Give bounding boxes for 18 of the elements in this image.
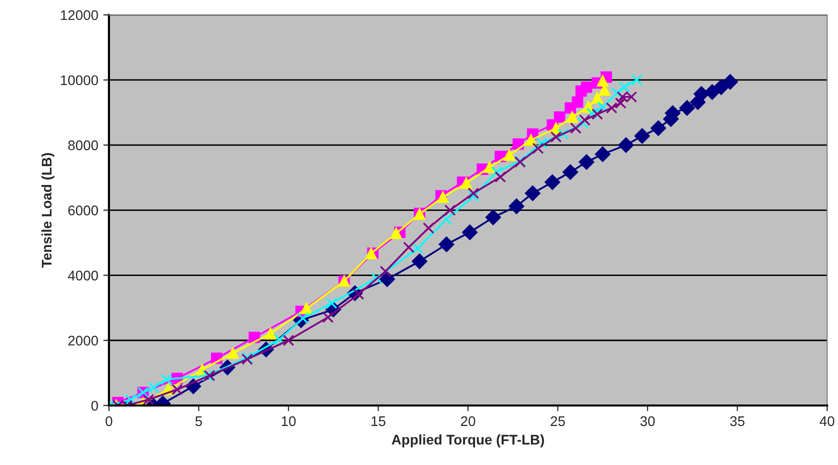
x-tick-label: 40: [820, 416, 834, 426]
x-tick-label: 20: [461, 416, 476, 426]
x-tick-label: 25: [550, 416, 565, 426]
x-tick-label: 5: [195, 416, 202, 426]
x-tick-label: 15: [372, 416, 386, 426]
y-tick-label: 10000: [60, 75, 98, 86]
x-tick-label: 35: [730, 416, 744, 426]
x-tick-label: 10: [282, 416, 296, 426]
y-axis-title: Tensile Load (LB): [41, 153, 54, 268]
x-axis-title: Applied Torque (FT-LB): [392, 434, 544, 448]
y-tick-label: 12000: [60, 10, 98, 20]
x-tick-label: 30: [640, 416, 655, 426]
x-tick-label: 0: [106, 416, 112, 426]
y-tick-label: 8000: [68, 140, 98, 150]
y-tick-label: 6000: [68, 206, 98, 216]
y-tick-label: 0: [91, 400, 98, 411]
y-tick-label: 4000: [68, 270, 98, 280]
y-tick-label: 2000: [68, 336, 98, 346]
